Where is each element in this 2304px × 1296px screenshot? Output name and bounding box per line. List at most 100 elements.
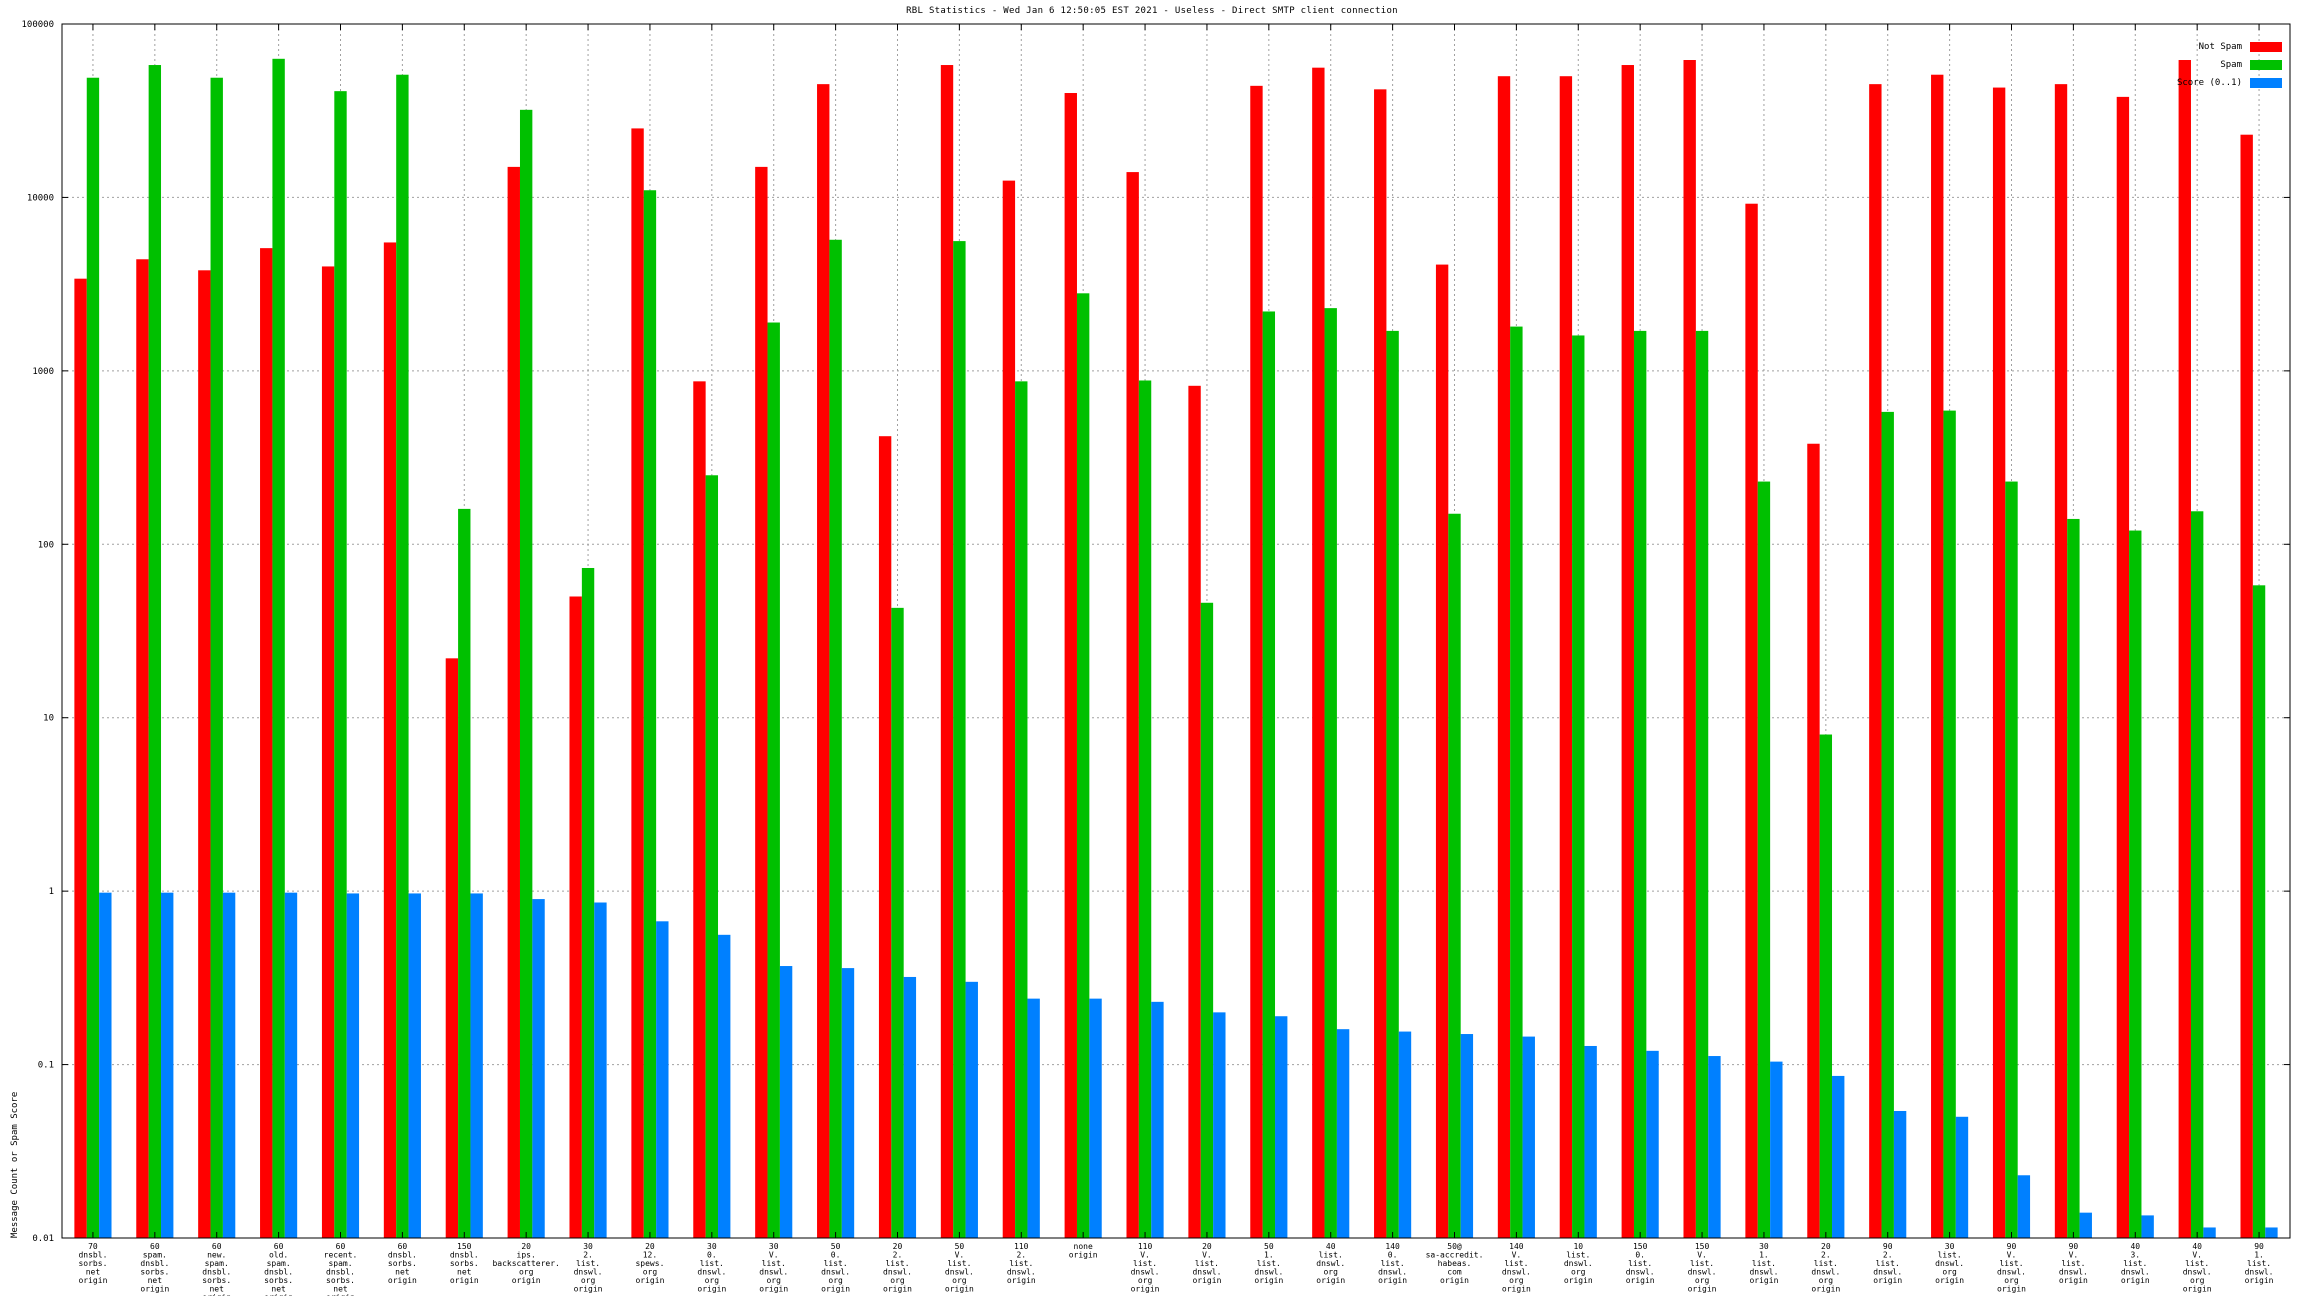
x-tick-label: 90 2. list. dnswl. origin xyxy=(1873,1242,1902,1285)
x-tick-label-line: dnswl. xyxy=(1131,1268,1160,1277)
x-tick-label-line: dnswl. xyxy=(1316,1259,1345,1268)
bar xyxy=(1646,1050,1659,1238)
bar xyxy=(2017,1175,2031,1238)
x-tick-label-line: list. xyxy=(1690,1259,1714,1268)
x-tick-label-line: V. xyxy=(1202,1251,1212,1260)
legend-label-not-spam: Not Spam xyxy=(2198,42,2242,52)
bar xyxy=(1572,335,1585,1238)
x-tick-label-line: org xyxy=(890,1276,905,1285)
x-tick-label-line: 30 xyxy=(707,1242,717,1251)
bar xyxy=(2203,1227,2216,1238)
x-tick-label: 30 1. list. dnswl. origin xyxy=(1749,1242,1778,1285)
x-tick-label-line: dnswl. xyxy=(1811,1268,1840,1277)
x-tick-label-line: dnswl. xyxy=(1007,1268,1036,1277)
x-tick-label-line: list. xyxy=(1999,1259,2023,1268)
legend-item-not-spam: Not Spam xyxy=(2102,38,2282,56)
x-tick-label: 40 V. list. dnswl. org origin xyxy=(2183,1242,2212,1294)
x-tick-label-line: V. xyxy=(2007,1251,2017,1260)
x-tick-label-line: 3. xyxy=(2130,1251,2140,1260)
x-tick-label-line: list. xyxy=(762,1259,786,1268)
bar xyxy=(1151,1001,1164,1238)
x-tick-label-line: origin xyxy=(388,1276,417,1285)
y-tick-label: 100000 xyxy=(21,20,54,30)
x-tick-label: 30 2. list. dnswl. org origin xyxy=(574,1242,603,1294)
bar xyxy=(581,567,595,1238)
x-tick-label-line: origin xyxy=(1069,1251,1098,1260)
bar xyxy=(1955,1116,1969,1238)
x-tick-label-line: 150 xyxy=(1695,1242,1710,1251)
x-tick-label-line: 1. xyxy=(1264,1251,1274,1260)
bar xyxy=(1324,308,1337,1239)
x-tick-label-line: 70 xyxy=(88,1242,98,1251)
x-tick-label: 90 1. list. dnswl. origin xyxy=(2245,1242,2274,1285)
bar xyxy=(656,921,669,1238)
x-tick-label-line: org xyxy=(1819,1276,1834,1285)
x-tick-label-line: org xyxy=(1942,1268,1957,1277)
x-tick-label-line: origin xyxy=(635,1276,664,1285)
x-tick-label-line: origin xyxy=(202,1293,231,1296)
x-tick-label: 50 V. list. dnswl. org origin xyxy=(945,1242,974,1294)
chart-title: RBL Statistics - Wed Jan 6 12:50:05 EST … xyxy=(906,6,1398,16)
x-tick-label-line: org xyxy=(705,1276,720,1285)
x-tick-label-line: origin xyxy=(1131,1285,1160,1294)
bar xyxy=(718,934,731,1238)
bar xyxy=(74,278,87,1239)
x-tick-label-line: 90 xyxy=(2254,1242,2264,1251)
legend-item-score: Score (0..1) xyxy=(2102,74,2282,92)
x-tick-label-line: org xyxy=(2004,1276,2019,1285)
x-tick-label-line: 140 xyxy=(1385,1242,1400,1251)
x-tick-label-line: 30 xyxy=(769,1242,779,1251)
x-tick-label-line: sorbs. xyxy=(78,1259,107,1268)
bar xyxy=(383,242,397,1238)
x-tick-label-line: 50@ xyxy=(1447,1242,1462,1251)
x-tick-label-line: 20 xyxy=(1821,1242,1831,1251)
legend-item-spam: Spam xyxy=(2102,56,2282,74)
x-tick-label-line: list. xyxy=(885,1259,909,1268)
bar xyxy=(903,976,917,1238)
bar xyxy=(1943,410,1956,1238)
x-tick-label: 20 2. list. dnswl. org origin xyxy=(1811,1242,1840,1294)
bar xyxy=(445,658,459,1238)
x-tick-label: 140 0. list. dnswl. origin xyxy=(1378,1242,1407,1285)
bar xyxy=(940,65,954,1239)
bar xyxy=(408,893,421,1238)
x-tick-label-line: list. xyxy=(1938,1251,1962,1260)
x-tick-label-line: org xyxy=(952,1276,967,1285)
bar xyxy=(1250,85,1263,1239)
x-tick-label-line: origin xyxy=(945,1285,974,1294)
x-tick-label-line: sorbs. xyxy=(450,1259,479,1268)
x-tick-label-line: 2. xyxy=(1883,1251,1893,1260)
x-tick-label-line: habeas. xyxy=(1438,1259,1472,1268)
legend-swatch-spam xyxy=(2250,60,2282,70)
x-tick-label-line: origin xyxy=(1873,1276,1902,1285)
bar xyxy=(2240,134,2253,1239)
x-tick-label-line: dnswl. xyxy=(821,1268,850,1277)
bar xyxy=(1015,381,1028,1239)
x-tick-label: 70 dnsbl. sorbs. net origin xyxy=(78,1242,107,1285)
x-tick-label-line: list. xyxy=(1257,1259,1281,1268)
bar xyxy=(693,381,706,1239)
x-tick-label-line: list. xyxy=(576,1259,600,1268)
x-tick-label-line: sorbs. xyxy=(140,1268,169,1277)
bar xyxy=(1683,60,1696,1238)
x-tick-label-line: spam. xyxy=(267,1259,291,1268)
bar xyxy=(965,981,978,1238)
bar xyxy=(829,239,842,1238)
x-tick-label-line: origin xyxy=(1502,1285,1531,1294)
bar xyxy=(1336,1029,1350,1238)
bar xyxy=(1869,84,1882,1239)
bar xyxy=(1064,93,1077,1239)
x-tick-label: 10 list. dnswl. org origin xyxy=(1564,1242,1593,1285)
x-tick-label-line: list. xyxy=(1195,1259,1219,1268)
x-tick-label-line: list. xyxy=(1628,1259,1652,1268)
x-tick-label-line: 60 xyxy=(336,1242,346,1251)
bar xyxy=(1027,998,1040,1238)
x-tick-label-line: dnswl. xyxy=(2059,1268,2088,1277)
bar xyxy=(1621,65,1634,1239)
x-tick-label-line: 20 xyxy=(645,1242,655,1251)
x-tick-label: 150 dnsbl. sorbs. net origin xyxy=(450,1242,479,1285)
x-tick-label-line: origin xyxy=(326,1293,355,1296)
legend: Not Spam Spam Score (0..1) xyxy=(2102,38,2282,92)
x-tick-label-line: spews. xyxy=(635,1259,664,1268)
x-tick-label-line: origin xyxy=(2059,1276,2088,1285)
